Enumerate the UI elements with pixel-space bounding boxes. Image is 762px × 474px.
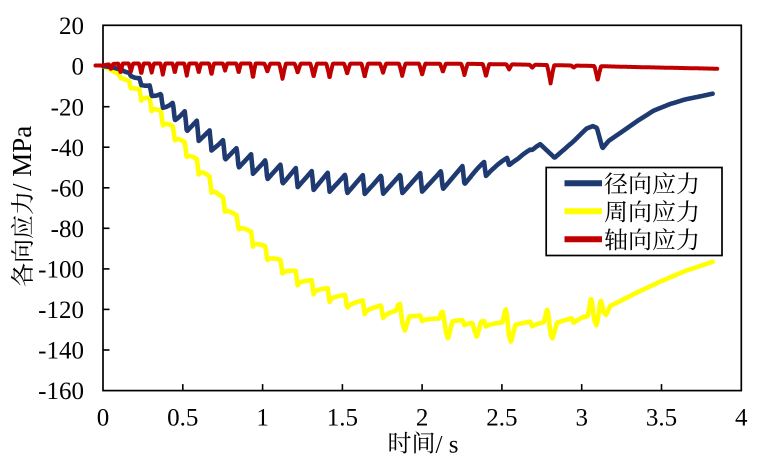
svg-text:/ s: / s xyxy=(436,432,459,459)
svg-text:3: 3 xyxy=(575,405,588,432)
svg-text:0.5: 0.5 xyxy=(167,405,198,432)
svg-text:-120: -120 xyxy=(38,297,84,324)
svg-text:-20: -20 xyxy=(51,94,84,121)
svg-text:2.5: 2.5 xyxy=(486,405,517,432)
svg-text:-100: -100 xyxy=(38,257,84,284)
svg-text:-160: -160 xyxy=(38,378,84,405)
svg-text:4: 4 xyxy=(735,405,748,432)
svg-text:0: 0 xyxy=(97,405,110,432)
svg-text:1.5: 1.5 xyxy=(327,405,358,432)
svg-text:20: 20 xyxy=(59,13,84,40)
svg-text:-80: -80 xyxy=(51,216,84,243)
svg-text:-40: -40 xyxy=(51,135,84,162)
svg-text:-60: -60 xyxy=(51,175,84,202)
svg-text:1: 1 xyxy=(256,405,269,432)
svg-text:0: 0 xyxy=(72,54,85,81)
svg-text:2: 2 xyxy=(416,405,429,432)
svg-text:/ MPa: / MPa xyxy=(7,126,37,191)
svg-text:-140: -140 xyxy=(38,338,84,365)
svg-text:3.5: 3.5 xyxy=(646,405,677,432)
